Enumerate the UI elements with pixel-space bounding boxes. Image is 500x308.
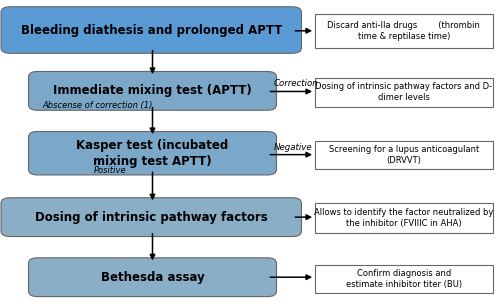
FancyBboxPatch shape: [315, 203, 492, 233]
Text: Negative: Negative: [274, 143, 312, 152]
FancyBboxPatch shape: [315, 141, 492, 169]
Text: Dosing of intrinsic pathway factors and D-
dimer levels: Dosing of intrinsic pathway factors and …: [315, 82, 492, 102]
FancyBboxPatch shape: [1, 198, 302, 237]
FancyBboxPatch shape: [1, 7, 302, 53]
Text: Immediate mixing test (APTT): Immediate mixing test (APTT): [53, 84, 252, 97]
FancyBboxPatch shape: [28, 71, 276, 110]
FancyBboxPatch shape: [28, 132, 276, 175]
FancyBboxPatch shape: [315, 14, 492, 48]
Text: Bleeding diathesis and prolonged APTT: Bleeding diathesis and prolonged APTT: [20, 23, 282, 37]
Text: Dosing of intrinsic pathway factors: Dosing of intrinsic pathway factors: [35, 211, 268, 224]
FancyBboxPatch shape: [315, 265, 492, 293]
Text: Bethesda assay: Bethesda assay: [100, 271, 204, 284]
Text: Discard anti-IIa drugs        (thrombin
time & reptilase time): Discard anti-IIa drugs (thrombin time & …: [328, 21, 480, 42]
FancyBboxPatch shape: [315, 78, 492, 107]
FancyBboxPatch shape: [28, 258, 276, 297]
Text: Confirm diagnosis and
estimate inhibitor titer (BU): Confirm diagnosis and estimate inhibitor…: [346, 269, 462, 289]
Text: Screening for a lupus anticoagulant
(DRVVT): Screening for a lupus anticoagulant (DRV…: [328, 145, 479, 165]
Text: Kasper test (incubated
mixing test APTT): Kasper test (incubated mixing test APTT): [76, 139, 229, 168]
Text: Correction: Correction: [274, 79, 319, 88]
Text: Abscense of correction (1): Abscense of correction (1): [42, 101, 152, 110]
Text: Positive: Positive: [94, 166, 126, 175]
Text: Allows to identify the factor neutralized by
the inhibitor (FVIIIC in AHA): Allows to identify the factor neutralize…: [314, 208, 494, 228]
